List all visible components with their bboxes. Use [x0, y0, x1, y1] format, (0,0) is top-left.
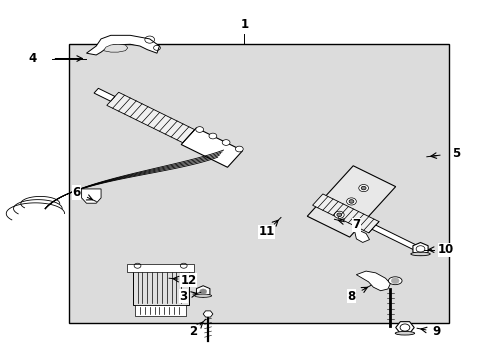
Polygon shape [306, 166, 395, 237]
Text: 1: 1 [240, 18, 248, 31]
Circle shape [208, 133, 216, 139]
Circle shape [346, 198, 356, 205]
Bar [69, 44, 448, 323]
Text: 5: 5 [451, 147, 459, 160]
Circle shape [336, 213, 341, 217]
Polygon shape [353, 228, 369, 242]
Text: 8: 8 [346, 289, 355, 303]
Ellipse shape [410, 252, 429, 256]
Text: 9: 9 [431, 325, 440, 338]
Text: 10: 10 [437, 243, 453, 256]
Polygon shape [312, 194, 378, 233]
Text: 12: 12 [180, 274, 196, 287]
Text: 4: 4 [29, 52, 37, 65]
Text: 6: 6 [73, 186, 81, 199]
Bar [135, 305, 186, 316]
Text: 7: 7 [351, 218, 360, 231]
Polygon shape [106, 92, 194, 143]
Circle shape [200, 289, 206, 294]
Polygon shape [371, 225, 418, 251]
Polygon shape [395, 321, 413, 333]
Text: 2: 2 [189, 325, 197, 338]
Polygon shape [356, 271, 389, 291]
Polygon shape [181, 128, 242, 167]
Circle shape [235, 146, 243, 152]
Text: 11: 11 [258, 225, 274, 238]
Ellipse shape [394, 332, 414, 335]
Ellipse shape [194, 294, 211, 297]
Circle shape [361, 186, 366, 190]
Polygon shape [203, 311, 212, 317]
Bar [132, 267, 188, 305]
Polygon shape [94, 88, 115, 101]
Ellipse shape [387, 277, 401, 285]
Polygon shape [103, 44, 127, 52]
Circle shape [348, 200, 353, 203]
Polygon shape [196, 286, 209, 297]
Text: 3: 3 [179, 289, 187, 303]
Polygon shape [81, 189, 101, 203]
Circle shape [195, 127, 203, 132]
Circle shape [222, 140, 229, 145]
Circle shape [358, 185, 368, 192]
Circle shape [334, 211, 344, 219]
Circle shape [390, 278, 398, 284]
Polygon shape [86, 35, 159, 55]
Polygon shape [412, 243, 427, 255]
Bar [126, 264, 194, 272]
